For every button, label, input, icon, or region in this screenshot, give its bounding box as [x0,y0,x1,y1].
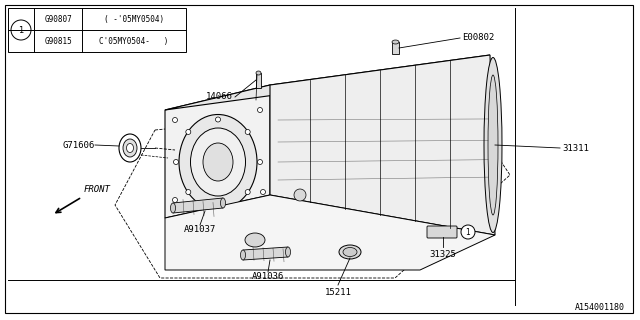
FancyBboxPatch shape [427,226,457,238]
Circle shape [245,189,250,195]
Text: 1: 1 [466,228,470,236]
Ellipse shape [170,203,175,213]
Text: G90807: G90807 [44,14,72,23]
Bar [392,42,399,54]
Text: 1: 1 [19,26,24,35]
Ellipse shape [119,134,141,162]
Ellipse shape [221,198,225,208]
Ellipse shape [123,139,137,157]
Text: A91036: A91036 [252,272,284,281]
Polygon shape [165,195,495,270]
Circle shape [216,202,221,207]
Text: 31325: 31325 [429,250,456,259]
Circle shape [186,130,191,134]
Polygon shape [270,55,495,235]
Text: 14066: 14066 [206,92,233,100]
Circle shape [11,20,31,40]
Ellipse shape [488,75,498,215]
Text: A91037: A91037 [184,225,216,234]
Text: 31311: 31311 [562,143,589,153]
Ellipse shape [245,233,265,247]
Bar [8,8,186,52]
Text: C'05MY0504-   ): C'05MY0504- ) [99,36,169,45]
Circle shape [186,189,191,195]
Ellipse shape [339,245,361,259]
Circle shape [245,130,250,134]
Circle shape [173,159,179,164]
Text: G71606: G71606 [63,140,95,149]
Ellipse shape [241,250,246,260]
Ellipse shape [203,143,233,181]
Bar [256,73,261,88]
Text: ( -'05MY0504): ( -'05MY0504) [104,14,164,23]
Polygon shape [165,85,270,218]
Polygon shape [243,247,288,260]
Text: E00802: E00802 [462,33,494,42]
Polygon shape [165,55,490,110]
Text: 15211: 15211 [324,288,351,297]
Ellipse shape [392,40,399,44]
Ellipse shape [285,247,291,257]
Text: G90815: G90815 [44,36,72,45]
Ellipse shape [179,115,257,210]
Text: A154001180: A154001180 [575,303,625,312]
Ellipse shape [484,58,502,233]
Ellipse shape [127,143,134,153]
Polygon shape [173,198,223,213]
Text: FRONT: FRONT [84,185,111,194]
Circle shape [216,117,221,122]
Circle shape [461,225,475,239]
Circle shape [260,189,266,195]
Circle shape [257,108,262,113]
Circle shape [173,117,177,123]
Circle shape [294,189,306,201]
Circle shape [173,197,177,203]
Circle shape [257,159,262,164]
Ellipse shape [256,71,261,75]
Ellipse shape [191,128,246,196]
Ellipse shape [343,247,357,257]
